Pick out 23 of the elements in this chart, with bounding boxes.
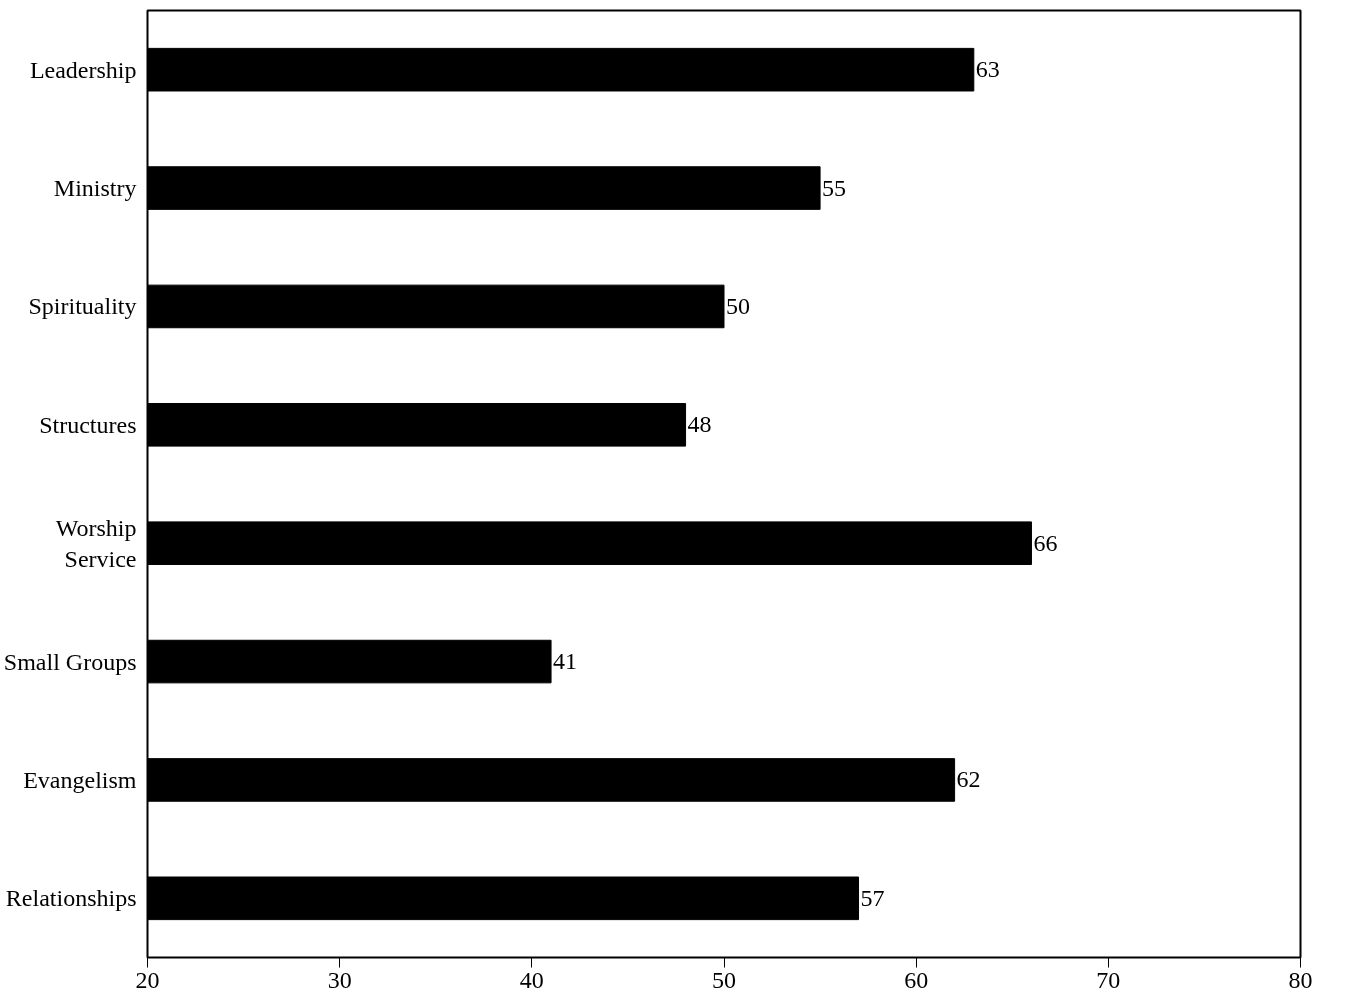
data-label: 63 xyxy=(975,56,1000,83)
y-tick-label: Relationships xyxy=(5,885,137,912)
y-tick-label: Evangelism xyxy=(23,766,137,793)
x-tick-label: 50 xyxy=(712,966,736,993)
data-label: 66 xyxy=(1033,529,1058,556)
y-tick-label: Structures xyxy=(39,411,137,438)
data-label: 50 xyxy=(726,292,750,319)
data-label: 48 xyxy=(687,411,712,438)
y-tick-label: Small Groups xyxy=(3,648,137,675)
x-tick-label: 80 xyxy=(1288,966,1313,993)
x-tick-label: 60 xyxy=(904,966,929,993)
x-tick-label: 20 xyxy=(135,966,160,993)
data-label: 41 xyxy=(553,648,578,675)
y-tick-label: Ministry xyxy=(53,175,137,202)
y-tick-label: Spirituality xyxy=(28,293,137,320)
x-tick-label: 70 xyxy=(1096,966,1121,993)
y-tick-label: Worship Service xyxy=(55,514,137,572)
y-tick-label: Leadership xyxy=(29,56,137,83)
x-tick-label: 40 xyxy=(519,966,544,993)
data-label: 62 xyxy=(956,766,981,793)
x-tick-label: 30 xyxy=(327,966,352,993)
data-label: 57 xyxy=(860,884,885,911)
data-label: 55 xyxy=(822,174,847,201)
